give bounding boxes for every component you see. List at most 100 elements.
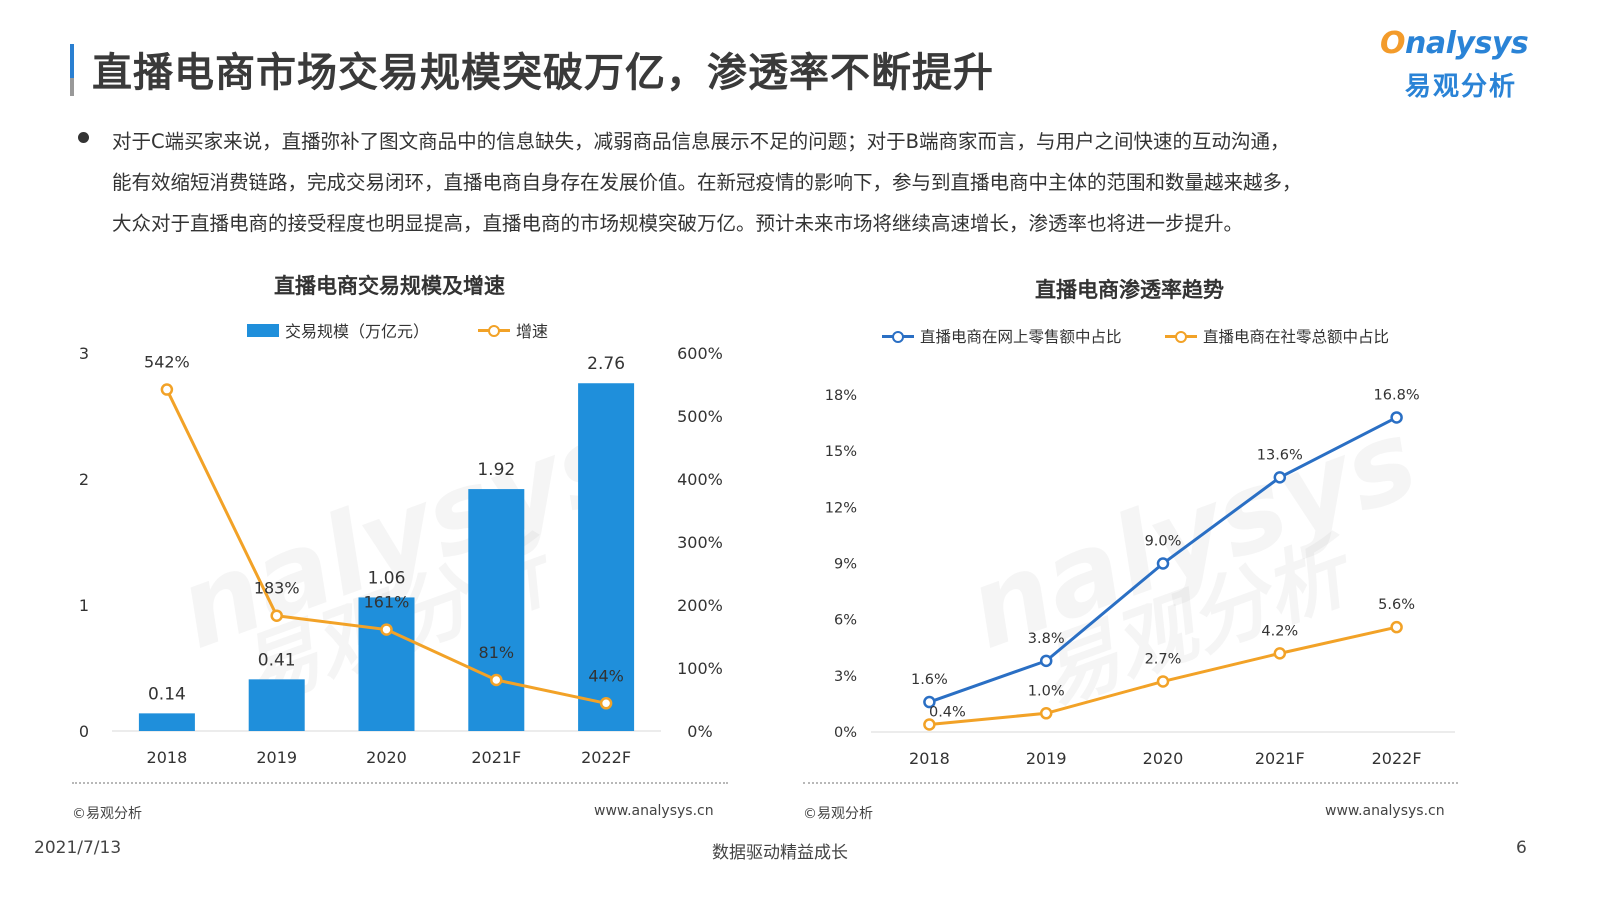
y-left-tick-label: 2 (79, 470, 89, 489)
y-right-tick-label: 0% (687, 722, 712, 741)
growth-point (490, 673, 503, 687)
right-source: ©易观分析 (803, 806, 873, 822)
right-site: www.analysys.cn (1325, 803, 1445, 819)
legend-series1-label: 直播电商在网上零售额中占比 (920, 328, 1122, 346)
growth-value-label: 81% (479, 643, 515, 662)
retail-share-label: 0.4% (929, 705, 966, 721)
logo-text-cn: 易观分析 (1405, 72, 1518, 102)
bar-value-label: 0.14 (148, 684, 186, 704)
y-tick-label: 12% (825, 500, 857, 516)
summary-line-3: 大众对于直播电商的接受程度也明显提高，直播电商的市场规模突破万亿。预计未来市场将… (112, 212, 1244, 235)
page-title: 直播电商市场交易规模突破万亿，渗透率不断提升 (92, 50, 994, 96)
legend-bar-swatch (247, 323, 279, 337)
x-tick-label: 2019 (256, 748, 297, 767)
legend-series2-label: 直播电商在社零总额中占比 (1203, 328, 1390, 346)
online-share-point (1039, 654, 1053, 668)
summary-paragraph: 对于C端买家来说，直播弥补了图文商品中的信息缺失，减弱商品信息展示不足的问题；对… (112, 121, 1532, 244)
footer-page-number: 6 (1516, 838, 1527, 858)
legend-orange-swatch (1165, 330, 1197, 343)
x-tick-label: 2018 (147, 748, 188, 767)
online-share-label: 3.8% (1028, 631, 1065, 647)
y-tick-label: 6% (834, 613, 857, 629)
online-share-label: 9.0% (1145, 534, 1182, 550)
retail-share-point (1273, 647, 1287, 660)
x-tick-label: 2020 (366, 748, 407, 767)
online-share-label: 16.8% (1374, 387, 1420, 403)
bullet-icon (78, 132, 89, 143)
bar-value-label: 0.41 (258, 650, 296, 670)
right-legend-series1: 直播电商在网上零售额中占比 (882, 325, 1122, 347)
x-tick-label: 2020 (1143, 749, 1184, 768)
online-share-point (1390, 411, 1403, 424)
retail-share-label: 1.0% (1028, 683, 1065, 699)
y-left-tick-label: 1 (79, 596, 89, 615)
analysys-logo: Onalysys 易观分析 (1380, 26, 1550, 102)
bar-value-label: 1.92 (477, 460, 515, 480)
left-source: ©易观分析 (72, 806, 142, 822)
growth-value-label: 542% (144, 353, 190, 372)
retail-share-point (1390, 620, 1403, 634)
legend-bar-label: 交易规模（万亿元） (285, 322, 430, 341)
right-chart-title: 直播电商渗透率趋势 (1035, 278, 1224, 302)
y-right-tick-label: 600% (677, 344, 723, 363)
logo-text-en: Onalysys (1380, 26, 1529, 61)
y-tick-label: 18% (825, 388, 857, 404)
legend-line-label: 增速 (516, 322, 549, 341)
retail-share-point (1156, 675, 1170, 688)
footer-date: 2021/7/13 (34, 838, 122, 858)
x-tick-label: 2018 (909, 749, 950, 768)
y-left-tick-label: 0 (79, 722, 89, 741)
legend-line-swatch (478, 324, 510, 337)
growth-point (160, 383, 174, 396)
x-tick-label: 2022F (581, 748, 631, 767)
retail-share-point (1039, 707, 1053, 720)
right-divider (803, 782, 1458, 784)
online-share-point (923, 695, 936, 709)
retail-share-label: 4.2% (1261, 623, 1298, 639)
y-tick-label: 9% (834, 557, 857, 573)
left-legend-bar: 交易规模（万亿元） (247, 318, 429, 342)
y-tick-label: 0% (834, 725, 857, 741)
title-accent-bar (70, 44, 74, 96)
x-tick-label: 2021F (471, 748, 521, 767)
y-right-tick-label: 500% (677, 407, 723, 426)
y-tick-label: 15% (825, 444, 857, 460)
growth-value-label: 161% (364, 593, 410, 612)
y-right-tick-label: 200% (677, 596, 723, 615)
footer-slogan: 数据驱动精益成长 (712, 843, 848, 863)
online-share-label: 13.6% (1257, 447, 1303, 463)
legend-blue-swatch (882, 330, 914, 343)
left-site: www.analysys.cn (594, 803, 714, 819)
retail-share-label: 5.6% (1378, 597, 1415, 613)
y-left-tick-label: 3 (79, 344, 89, 363)
bar (358, 597, 415, 731)
bar (248, 679, 305, 731)
left-legend-line: 增速 (478, 318, 548, 342)
growth-point (599, 697, 613, 710)
y-right-tick-label: 300% (677, 533, 723, 552)
retail-share-point (923, 718, 936, 731)
growth-point (270, 609, 283, 622)
growth-value-label: 44% (588, 666, 624, 685)
y-right-tick-label: 100% (677, 659, 723, 678)
growth-value-label: 183% (254, 579, 300, 598)
bar-value-label: 2.76 (587, 354, 625, 374)
summary-line-2: 能有效缩短消费链路，完成交易闭环，直播电商自身存在发展价值。在新冠疫情的影响下，… (112, 171, 1302, 194)
y-tick-label: 3% (834, 669, 857, 685)
bar (138, 713, 195, 731)
left-divider (72, 782, 728, 784)
x-tick-label: 2022F (1372, 749, 1422, 768)
summary-line-1: 对于C端买家来说，直播弥补了图文商品中的信息缺失，减弱商品信息展示不足的问题；对… (112, 130, 1290, 153)
bar (468, 489, 525, 731)
retail-share-label: 2.7% (1145, 651, 1182, 667)
online-share-point (1156, 557, 1170, 570)
bar-value-label: 1.06 (368, 568, 406, 588)
x-tick-label: 2021F (1255, 749, 1305, 768)
left-chart-title: 直播电商交易规模及增速 (274, 274, 505, 298)
title-accent-bar-grey (70, 78, 74, 96)
growth-point (380, 623, 393, 636)
bar (578, 383, 635, 731)
online-share-point (1273, 471, 1287, 484)
left-chart: 0 1 2 3 0% 100% 200% 300% 400% 500% 600% 0.14 2018 0.… (79, 344, 723, 767)
